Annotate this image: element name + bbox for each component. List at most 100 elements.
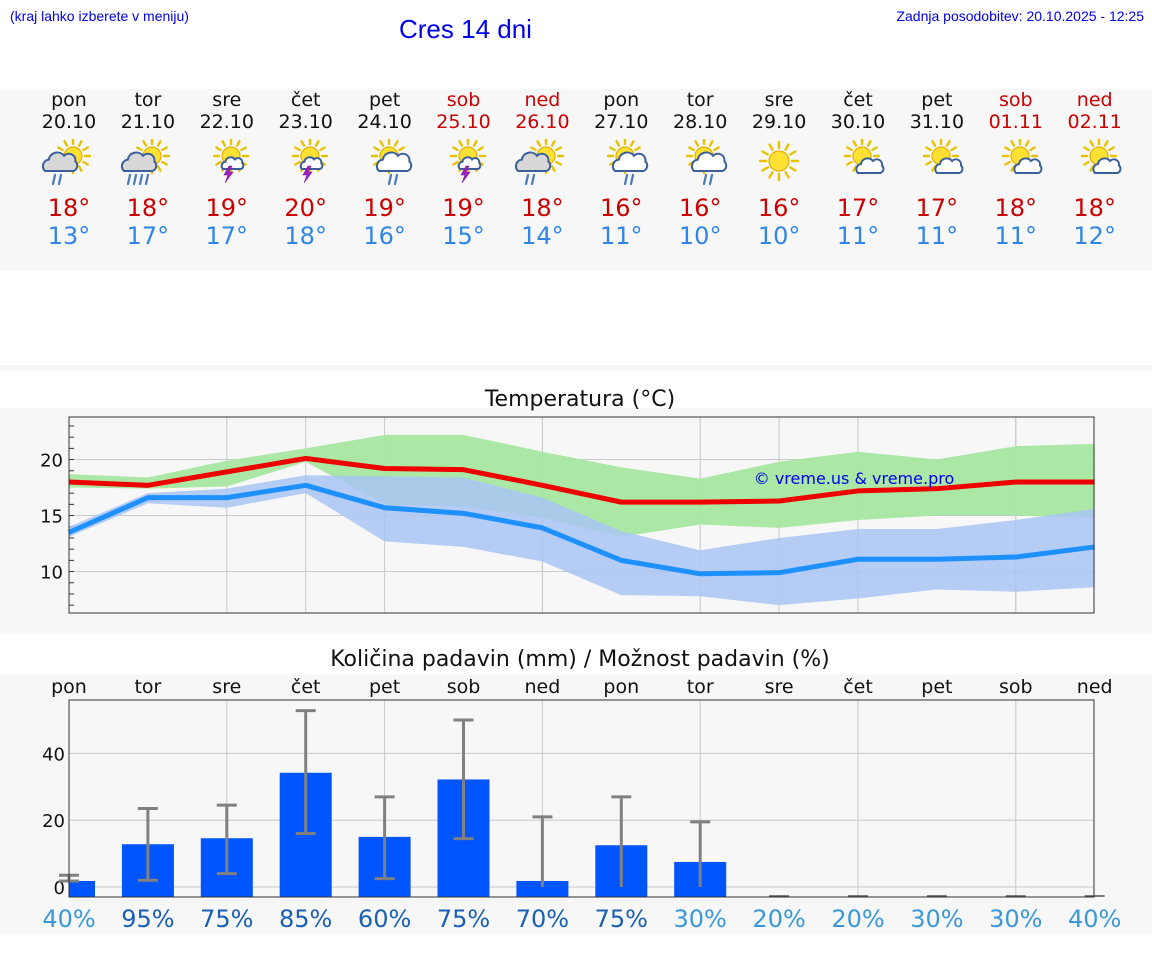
precipitation-probability: 85% [279,905,332,933]
sun-storm-icon [291,139,328,184]
max-temperature: 18° [1073,194,1116,222]
y-tick-label: 15 [40,507,63,528]
day-date: 21.10 [120,111,176,133]
day-date: 22.10 [199,111,254,133]
day-name: čet [843,89,873,111]
sun-small-cloud-icon [922,139,964,175]
max-temperature: 18° [994,194,1038,222]
min-temperature: 15° [442,222,485,250]
day-forecast: pon 20.10 18° 13° [29,89,109,250]
min-temperature: 11° [836,222,880,250]
day-name: tor [686,89,714,111]
precipitation-probability: 40% [42,905,95,933]
min-temperature-band [69,475,1095,606]
day-date: 02.11 [1067,111,1122,133]
day-date: 27.10 [594,111,649,133]
day-forecast: sre 22.10 19° 17° [187,89,267,250]
day-forecast: ned 02.11 18° 12° [1055,89,1135,250]
precipitation-chart: 0 20 40 pon tor sre čet pet sob ned pon tor sre čet pe… [42,676,1121,933]
error-bar [453,718,474,841]
precipitation-probability: 60% [358,905,411,933]
max-temperature: 18° [47,194,91,222]
sun-cloud-rain-icon [42,139,92,186]
day-name: sob [999,89,1033,111]
precipitation-probability: 75% [200,905,253,933]
day-forecast: pet 24.10 19° 16° [345,89,425,250]
sun-storm-icon [449,139,486,184]
precipitation-probability: 40% [1068,905,1121,933]
sun-storm-icon [212,139,249,184]
day-name: ned [1076,89,1113,111]
x-category-label: sre [212,676,241,698]
day-forecast: čet 30.10 17° 11° [818,89,898,250]
precipitation-probability: 30% [989,905,1042,933]
day-forecast: ned 26.10 18° 14° [502,89,582,250]
precipitation-probability: 70% [516,905,569,933]
precipitation-probability: 30% [910,905,963,933]
daily-forecast-strip: pon 20.10 18° 13° tor 21.10 18° 17° sre 22.10 19° 1… [0,89,1152,270]
max-temperature: 19° [363,194,406,222]
x-category-label: sob [999,676,1033,698]
x-category-label: tor [687,676,714,698]
day-forecast: čet 23.10 20° 18° [266,89,346,250]
y-tick-label: 20 [42,811,65,832]
day-name: sre [212,89,242,111]
precipitation-chart-title: Količina padavin (mm) / Možnost padavin … [330,647,830,672]
precipitation-probability: 20% [831,905,884,933]
x-category-label: ned [1077,676,1113,698]
day-date: 26.10 [515,111,570,133]
day-date: 23.10 [278,111,333,133]
day-forecast: tor 28.10 16° 10° [660,89,740,250]
sun-icon [758,140,800,182]
min-temperature: 14° [521,222,564,250]
max-temperature: 17° [915,194,959,222]
day-date: 01.11 [988,111,1043,133]
error-bar [611,795,632,887]
sun-small-cloud-icon [1001,139,1043,175]
last-update-label: Zadnja posodobitev: 20.10.2025 - 12:25 [896,8,1144,24]
watermark: © vreme.us & vreme.pro [754,469,955,488]
y-tick-label: 20 [40,451,63,472]
precipitation-probability: 95% [121,905,174,933]
min-temperature: 17° [205,222,249,250]
min-temperature: 16° [363,222,406,250]
min-temperature: 18° [284,222,327,250]
max-temperature: 19° [205,194,249,222]
min-temperature: 10° [678,222,722,250]
sun-cloud-rain-icon [515,139,565,186]
min-temperature: 11° [600,222,643,250]
y-tick-label: 0 [54,878,65,899]
error-bar [374,795,395,881]
x-category-label: pon [603,676,639,698]
day-forecast: sre 29.10 16° 10° [739,89,819,250]
location-menu-link[interactable]: (kraj lahko izberete v meniju) [10,8,189,24]
max-temperature: 16° [678,194,722,222]
x-category-label: pet [369,676,400,698]
sun-small-cloud-icon [843,139,885,175]
day-name: pon [51,89,87,111]
min-temperature: 10° [757,222,801,250]
error-bar [137,807,158,882]
x-category-label: pet [921,676,952,698]
sun-cloud-drizzle-icon [607,139,649,186]
day-forecast: sob 01.11 18° 11° [976,89,1056,250]
day-name: pet [921,89,953,111]
min-temperature-line [67,482,1096,577]
error-bar [532,815,553,887]
x-category-label: sob [447,676,481,698]
error-bar [295,709,316,836]
day-date: 30.10 [830,111,886,133]
precipitation-probability: 75% [595,905,648,933]
error-bar [216,803,237,876]
x-category-label: pon [51,676,87,698]
day-date: 25.10 [436,111,491,133]
max-temperature: 18° [521,194,564,222]
day-name: pon [603,89,640,111]
precipitation-probability: 75% [437,905,490,933]
min-temperature: 17° [126,222,170,250]
separator [0,365,1152,370]
max-temperature: 16° [600,194,643,222]
day-forecast: pet 31.10 17° 11° [897,89,977,250]
y-tick-label: 10 [40,563,63,584]
error-bar [690,820,711,887]
